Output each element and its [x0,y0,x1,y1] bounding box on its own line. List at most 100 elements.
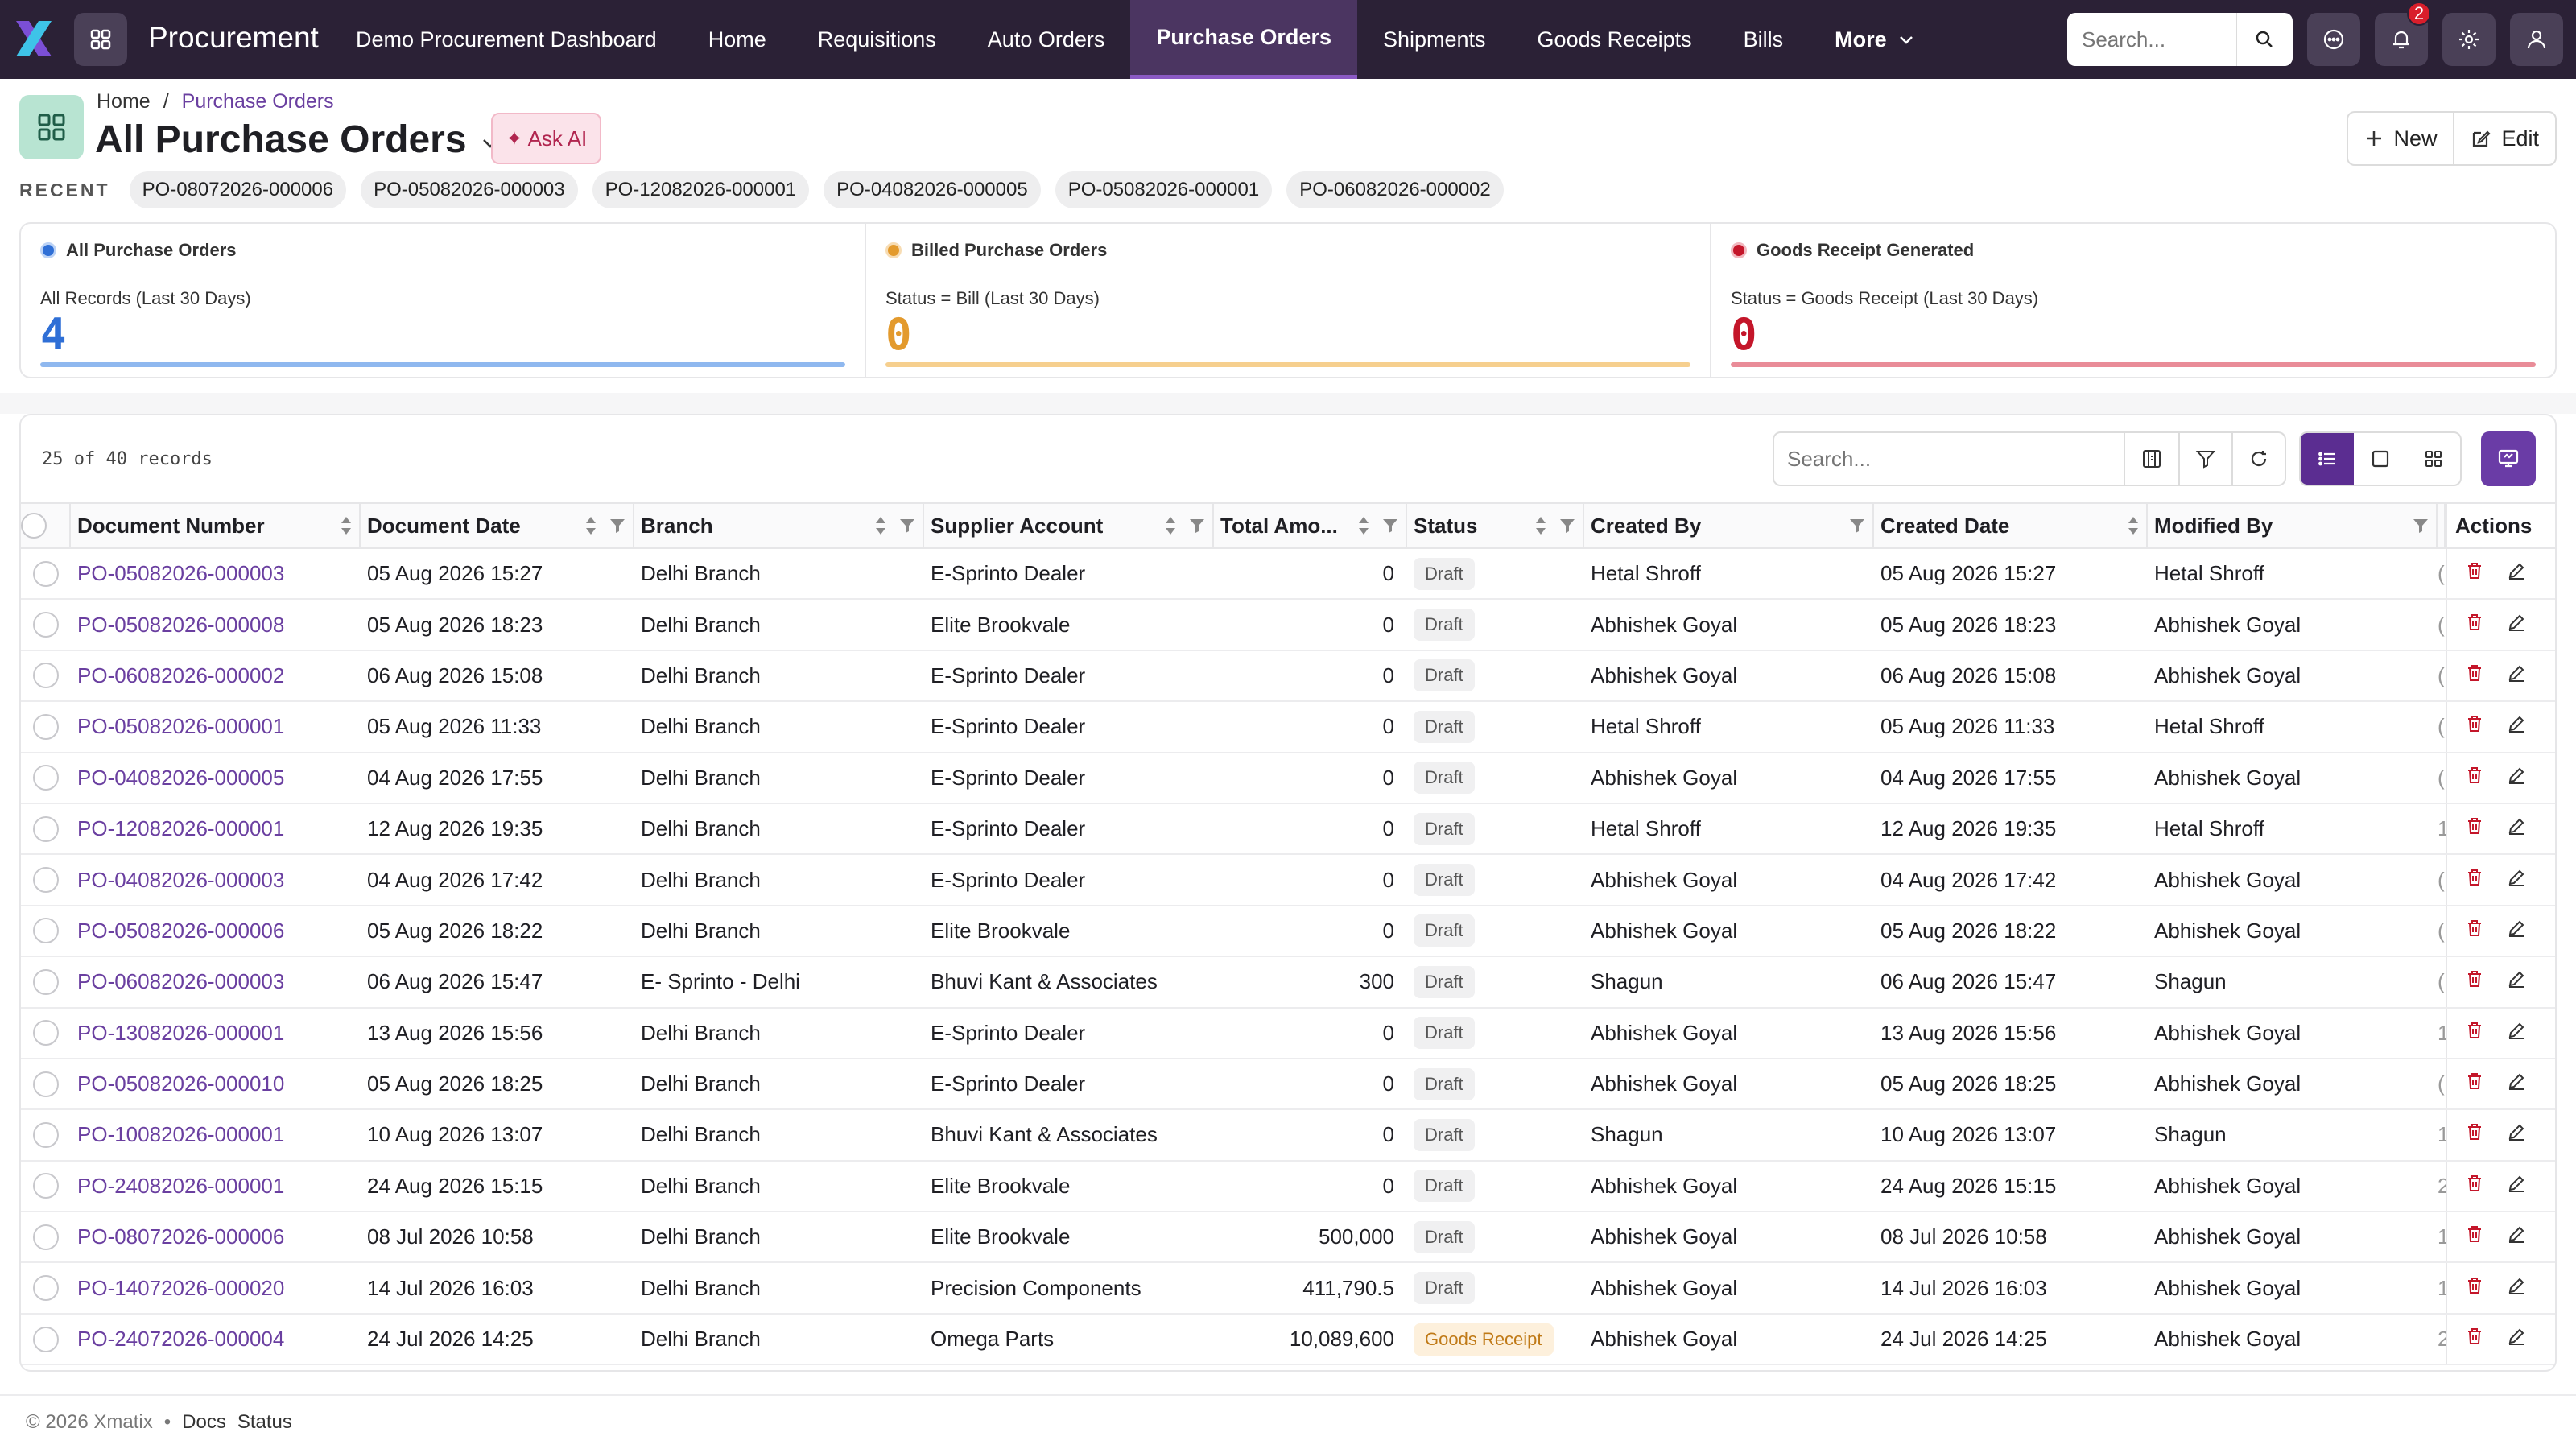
row-checkbox[interactable] [33,1020,59,1046]
edit-row-button[interactable] [2507,919,2526,943]
present-button[interactable] [2481,431,2536,486]
row-checkbox[interactable] [33,1275,59,1302]
edit-row-button[interactable] [2507,1122,2526,1147]
table-row[interactable]: PO-06082026-000003 06 Aug 2026 15:47 E- Sp… [21,957,2555,1009]
row-checkbox[interactable] [33,1326,59,1352]
column-header-branch[interactable]: Branch [634,504,924,547]
columns-button[interactable] [2125,433,2178,485]
table-row[interactable]: PO-05082026-000003 05 Aug 2026 15:27 Delhi… [21,549,2555,601]
table-row[interactable]: PO-04082026-000003 04 Aug 2026 17:42 Delhi… [21,855,2555,906]
delete-button[interactable] [2465,1071,2484,1096]
filter-icon[interactable] [1381,517,1399,535]
document-number-link[interactable]: PO-05082026-000001 [77,714,285,739]
table-row[interactable]: PO-24082026-000001 24 Aug 2026 15:15 Delhi… [21,1161,2555,1213]
table-search-input[interactable] [1774,446,2112,472]
document-number-link[interactable]: PO-14072026-000020 [77,1275,285,1300]
document-number-link[interactable]: PO-05082026-000008 [77,612,285,637]
edit-row-button[interactable] [2507,561,2526,586]
recent-chip[interactable]: PO-08072026-000006 [129,171,347,208]
document-number-link[interactable]: PO-12082026-000001 [77,816,285,841]
table-row[interactable]: PO-10082026-000001 10 Aug 2026 13:07 Delhi… [21,1110,2555,1162]
delete-button[interactable] [2465,613,2484,638]
filter-icon[interactable] [1188,517,1206,535]
column-header-document-number[interactable]: Document Number [71,504,361,547]
table-row[interactable]: PO-08072026-000006 08 Jul 2026 10:58 Delhi… [21,1212,2555,1264]
filter-icon[interactable] [2412,517,2429,535]
edit-row-button[interactable] [2507,816,2526,841]
document-number-link[interactable]: PO-13082026-000001 [77,1020,285,1045]
filter-icon[interactable] [898,517,916,535]
delete-button[interactable] [2465,1224,2484,1249]
table-row[interactable]: PO-04082026-000005 04 Aug 2026 17:55 Delhi… [21,753,2555,804]
row-checkbox[interactable] [33,1121,59,1148]
profile-button[interactable] [2510,13,2563,66]
row-checkbox[interactable] [33,765,59,791]
global-search-button[interactable] [2236,13,2291,66]
delete-button[interactable] [2465,969,2484,994]
table-row[interactable]: PO-05082026-000001 05 Aug 2026 11:33 Delhi… [21,702,2555,753]
chat-button[interactable] [2307,13,2360,66]
nav-demo-dashboard[interactable]: Demo Procurement Dashboard [356,27,657,52]
edit-row-button[interactable] [2507,1276,2526,1301]
row-checkbox[interactable] [33,663,59,689]
delete-button[interactable] [2465,663,2484,688]
document-number-link[interactable]: PO-04082026-000003 [77,867,285,892]
grid-view-button[interactable] [2407,433,2460,485]
new-button[interactable]: New [2348,113,2453,164]
delete-button[interactable] [2465,714,2484,739]
recent-chip[interactable]: PO-12082026-000001 [592,171,810,208]
document-number-link[interactable]: PO-05082026-000003 [77,561,285,586]
nav-shipments[interactable]: Shipments [1382,27,1486,52]
row-checkbox[interactable] [33,815,59,842]
settings-button[interactable] [2442,13,2496,66]
recent-chip[interactable]: PO-05082026-000003 [361,171,578,208]
row-checkbox[interactable] [33,867,59,894]
recent-chip[interactable]: PO-05082026-000001 [1055,171,1273,208]
notifications-button[interactable]: 2 [2375,2,2431,66]
table-row[interactable]: PO-05082026-000006 05 Aug 2026 18:22 Delhi… [21,906,2555,958]
card-view-button[interactable] [2354,433,2407,485]
table-row[interactable]: PO-06082026-000002 06 Aug 2026 15:08 Delhi… [21,650,2555,703]
delete-button[interactable] [2465,868,2484,893]
edit-row-button[interactable] [2507,969,2526,994]
nav-auto-orders[interactable]: Auto Orders [987,27,1105,52]
delete-button[interactable] [2465,1174,2484,1199]
list-view-button[interactable] [2301,433,2354,485]
row-checkbox[interactable] [33,1224,59,1250]
sort-icon[interactable] [340,515,353,536]
table-row[interactable]: PO-24072026-000004 24 Jul 2026 14:25 Delhi… [21,1314,2555,1366]
recent-chip[interactable]: PO-06082026-000002 [1286,171,1504,208]
nav-requisitions[interactable]: Requisitions [817,27,936,52]
table-row[interactable]: PO-12082026-000001 12 Aug 2026 19:35 Delhi… [21,803,2555,856]
document-number-link[interactable]: PO-24082026-000001 [77,1173,285,1198]
stat-card-all[interactable]: All Purchase Orders All Records (Last 30… [21,224,865,377]
ask-ai-button[interactable]: ✦ Ask AI [491,113,602,164]
breadcrumb-current[interactable]: Purchase Orders [181,90,334,113]
stat-card-billed[interactable]: Billed Purchase Orders Status = Bill (La… [865,224,1710,377]
delete-button[interactable] [2465,1276,2484,1301]
sort-icon[interactable] [2127,515,2140,536]
column-header-created-date[interactable]: Created Date [1874,504,2148,547]
delete-button[interactable] [2465,1021,2484,1046]
view-selector[interactable]: All Purchase Orders [95,118,502,162]
edit-row-button[interactable] [2507,1327,2526,1352]
column-header-status[interactable]: Status [1407,504,1584,547]
nav-goods-receipts[interactable]: Goods Receipts [1537,27,1692,52]
sort-icon[interactable] [584,515,597,536]
nav-purchase-orders[interactable]: Purchase Orders [1130,0,1357,79]
edit-row-button[interactable] [2507,868,2526,893]
column-header-modified-by[interactable]: Modified By [2148,504,2438,547]
app-switcher-button[interactable] [74,13,127,66]
nav-home[interactable]: Home [708,27,766,52]
document-number-link[interactable]: PO-10082026-000001 [77,1122,285,1147]
filter-icon[interactable] [1848,517,1866,535]
filter-icon[interactable] [1558,517,1576,535]
row-checkbox[interactable] [33,1071,59,1097]
edit-row-button[interactable] [2507,1174,2526,1199]
global-search-input[interactable] [2067,15,2236,64]
breadcrumb-home[interactable]: Home [97,90,151,113]
edit-row-button[interactable] [2507,714,2526,739]
edit-row-button[interactable] [2507,1071,2526,1096]
nav-bills[interactable]: Bills [1743,27,1784,52]
edit-button[interactable]: Edit [2453,113,2555,164]
